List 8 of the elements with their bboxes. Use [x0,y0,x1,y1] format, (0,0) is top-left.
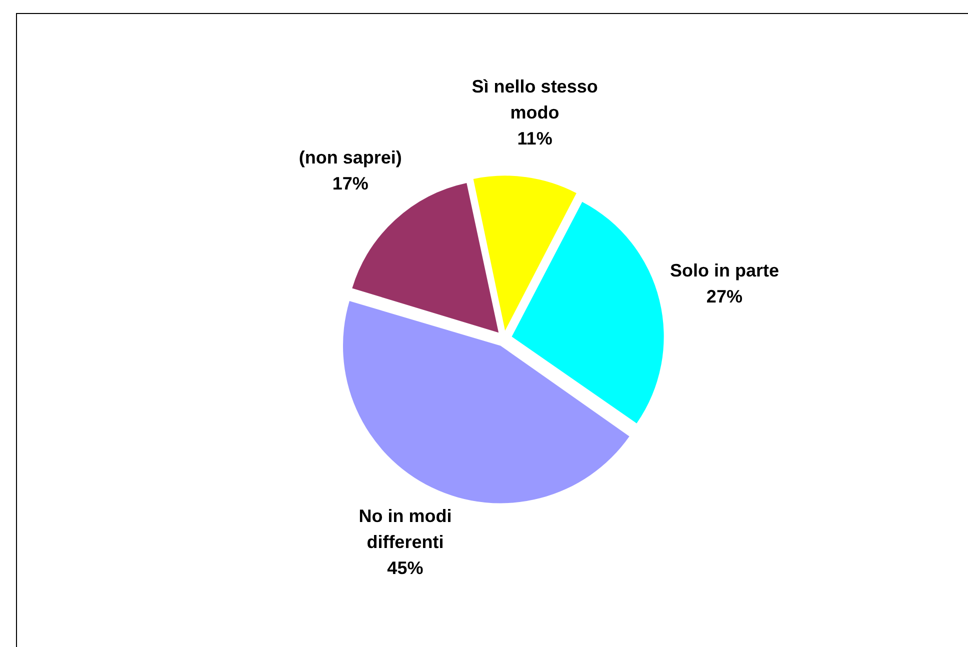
data-label: 11% [517,128,552,149]
data-label: 17% [332,173,368,194]
slice-label: (non saprei) [298,147,402,168]
slice-label: Solo in parte [670,260,779,280]
slice-label: No in modi differenti [358,506,452,552]
data-label: 27% [706,286,742,306]
slice-label: Sì nello stesso modo [472,76,598,123]
data-label: 45% [387,558,424,578]
